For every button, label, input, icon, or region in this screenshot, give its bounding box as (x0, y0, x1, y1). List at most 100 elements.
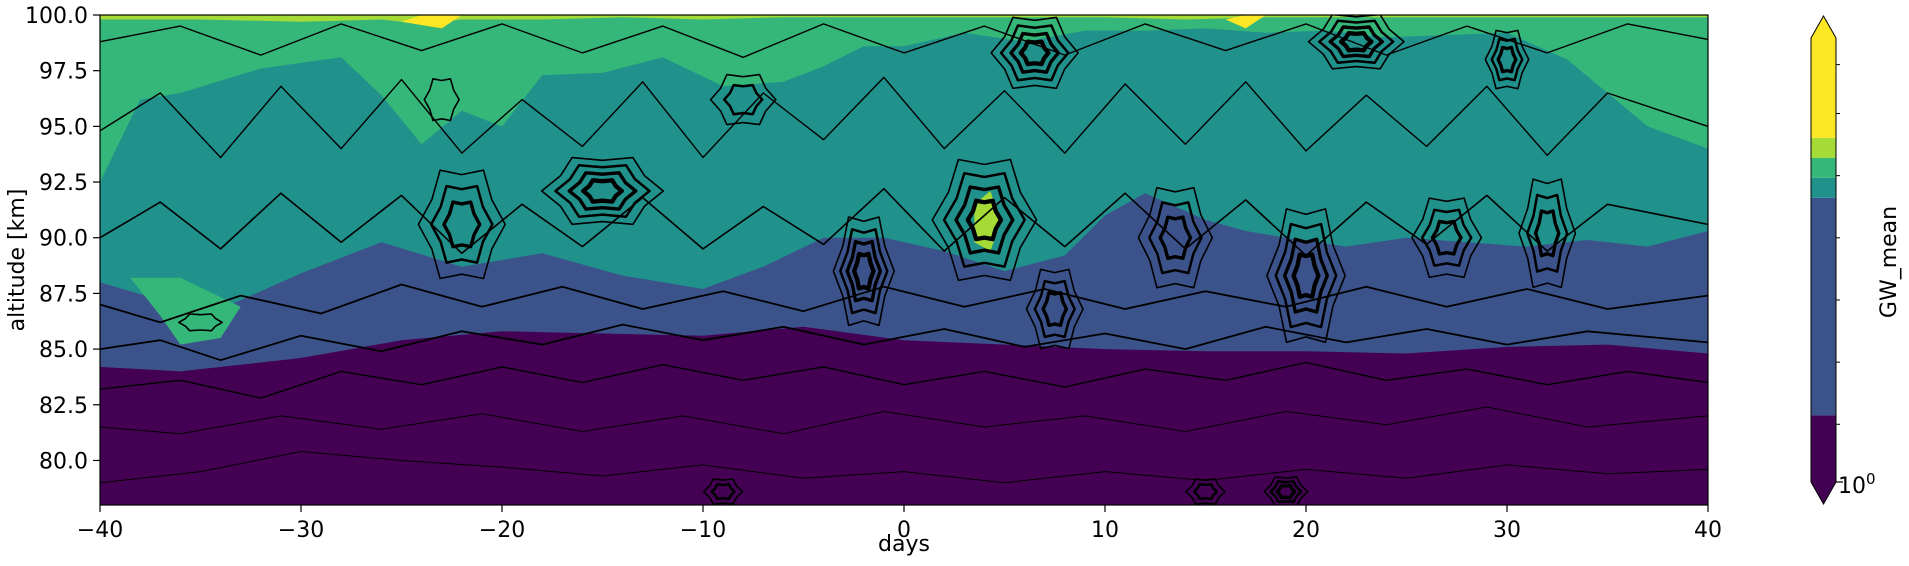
contour-ring-8-2 (1430, 219, 1463, 256)
contour-ring-15-0 (1263, 476, 1309, 505)
contour-ring-4-3 (965, 198, 1004, 242)
contour-ring-1-2 (567, 171, 638, 211)
contour-line-1 (100, 406, 1708, 435)
contour-ring-1-3 (581, 178, 624, 204)
contour-ring-2-1 (722, 83, 764, 116)
contour-patch-5 (1004, 415, 1035, 472)
contour-ring-11-2 (1328, 25, 1385, 59)
y-tick-label-3: 87.5 (39, 282, 88, 307)
contour-ring-1-0 (540, 156, 665, 226)
y-tick-label-4: 90.0 (39, 227, 88, 252)
contour-ring-2-0 (709, 73, 777, 126)
contour-ring-4-2 (954, 185, 1015, 255)
contour-line-5 (100, 187, 1708, 257)
contour-line-6 (100, 76, 1708, 159)
contour-ring-17-0 (1185, 478, 1226, 505)
contour-ring-5-2 (1041, 291, 1069, 327)
contour-patch-11 (1235, 148, 1266, 198)
contour-ring-9-1 (1526, 193, 1569, 273)
contour-line-3 (100, 323, 1708, 362)
y-tick-label-5: 92.5 (39, 171, 88, 196)
contour-ring-10-0 (1484, 29, 1530, 90)
contour-ring-16-0 (702, 478, 744, 505)
contour-ring-8-1 (1420, 208, 1473, 267)
x-tick-label-3: −10 (680, 518, 726, 543)
contour-patch-6 (1074, 418, 1146, 483)
colorbar-label: GW_mean (1877, 206, 1902, 318)
contour-ring-7-0 (1266, 208, 1346, 344)
x-axis-label: days (878, 532, 930, 557)
x-tick-label-1: −30 (278, 518, 324, 543)
contour-ring-17-1 (1192, 483, 1219, 501)
contour-patch-4 (894, 402, 975, 468)
x-tick-label-6: 20 (1292, 518, 1320, 543)
contour-line-4 (100, 283, 1708, 324)
contour-ring-13-0 (178, 313, 223, 332)
contour-ring-4-1 (942, 171, 1026, 268)
y-tick-label-0: 80.0 (39, 449, 88, 474)
contour-lines (100, 15, 1708, 505)
contour-band-2 (100, 15, 1708, 182)
colorbar-segment-4 (1811, 137, 1836, 158)
contour-patch-2 (532, 393, 593, 461)
x-axis: −40 −30 −20 −10 0 10 20 30 40 (77, 505, 1722, 543)
contour-patch-14 (401, 15, 462, 29)
x-tick-label-4: 0 (897, 518, 911, 543)
x-tick-label-8: 40 (1694, 518, 1722, 543)
contour-ring-9-2 (1533, 209, 1561, 258)
contour-ring-11-3 (1338, 30, 1374, 53)
contour-ring-10-2 (1496, 45, 1518, 74)
y-axis: 80.0 82.5 85.0 87.5 90.0 92.5 95.0 97.5 100.0 (25, 4, 100, 474)
colorbar-extend-min (1811, 482, 1836, 504)
colorbar-segment-0 (1811, 415, 1836, 482)
colorbar-segment-5 (1811, 38, 1836, 138)
contour-ring-14-0 (423, 78, 460, 122)
contour-ring-12-3 (1018, 39, 1051, 67)
x-tick-label-2: −20 (479, 518, 525, 543)
contour-line-2 (100, 361, 1708, 399)
contour-ring-0-1 (429, 184, 494, 264)
plot-area (100, 15, 1708, 505)
contour-ring-12-2 (1009, 31, 1061, 74)
contour-band-3 (100, 15, 1708, 24)
contour-ring-3-1 (839, 228, 889, 315)
contour-ring-15-2 (1275, 483, 1297, 500)
colorbar (1810, 14, 1843, 506)
contour-ring-12-0 (990, 16, 1079, 90)
contour-ring-6-2 (1158, 215, 1193, 260)
contour-patch-9 (1647, 404, 1698, 439)
x-tick-label-7: 30 (1493, 518, 1521, 543)
contour-ring-15-1 (1269, 480, 1303, 504)
y-tick-label-1: 82.5 (39, 394, 88, 419)
contour-ring-5-0 (1025, 268, 1084, 350)
contour-patch-7 (1416, 402, 1457, 465)
colorbar-segment-2 (1811, 177, 1836, 198)
contour-ring-6-0 (1137, 186, 1214, 289)
contour-ring-7-1 (1274, 222, 1338, 329)
contour-ring-0-0 (417, 169, 507, 280)
colorbar-segment-1 (1811, 197, 1836, 416)
contour-ring-16-1 (710, 483, 736, 501)
contour-ring-1-1 (554, 163, 651, 218)
filled-contour-bands (100, 15, 1708, 372)
colorbar-tick-label: 100 (1838, 470, 1876, 499)
colorbar-extend-max (1811, 16, 1836, 38)
contour-ring-10-1 (1490, 37, 1524, 82)
contour-ring-3-0 (832, 216, 896, 327)
contour-ring-8-0 (1411, 197, 1483, 279)
contour-patch-15 (1225, 15, 1266, 29)
colorbar-segment-3 (1811, 157, 1836, 178)
contour-ring-6-1 (1148, 201, 1203, 275)
contour-line-7 (100, 23, 1708, 58)
contour-patch-10 (1416, 157, 1447, 203)
contour-ring-5-1 (1033, 279, 1076, 339)
contour-ring-3-2 (845, 239, 883, 303)
contour-ring-12-1 (999, 24, 1070, 82)
contour-ring-7-3 (1291, 252, 1321, 299)
contour-ring-0-2 (442, 200, 482, 249)
contour-line-0 (100, 451, 1708, 484)
x-tick-label-0: −40 (77, 518, 123, 543)
y-tick-label-6: 95.0 (39, 115, 88, 140)
filled-contour-patches (130, 15, 1698, 492)
contour-ring-3-3 (851, 251, 876, 291)
